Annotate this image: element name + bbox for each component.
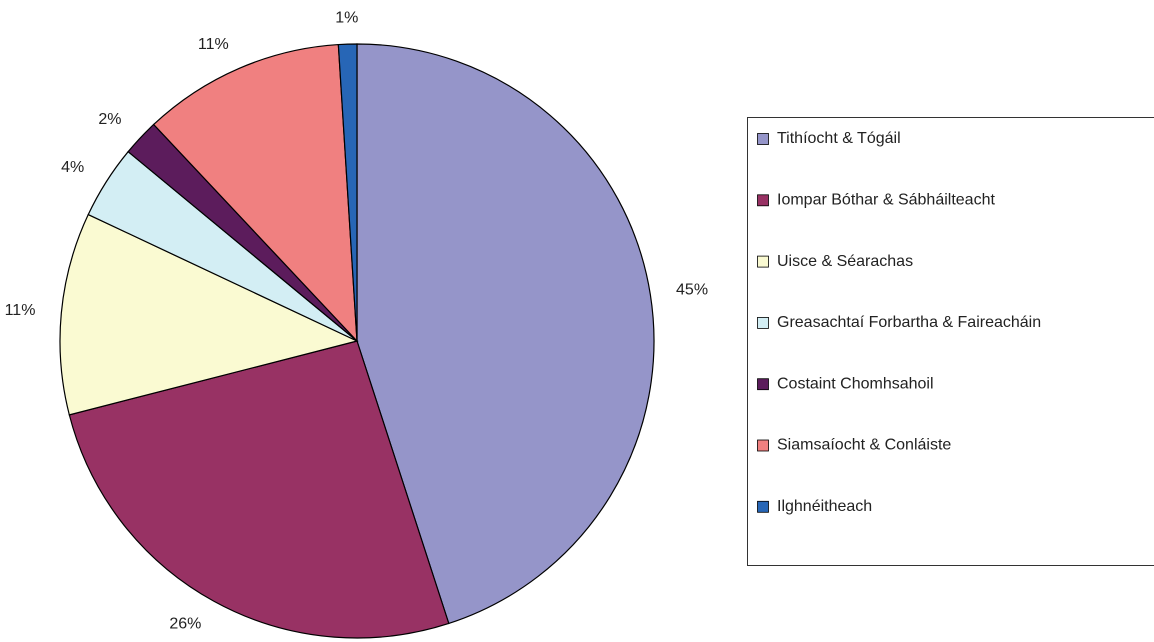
pie-slice [59, 213, 359, 416]
slice-label: 11% [5, 302, 36, 319]
legend-label: Tithíocht & Tógáil [777, 130, 901, 147]
pie-slice [337, 43, 358, 342]
slice-label: 45% [676, 282, 708, 299]
legend-label: Siamsaíocht & Conláiste [777, 437, 951, 454]
legend-label: Ilghnéitheach [777, 498, 872, 515]
legend-label: Uisce & Séarachas [777, 253, 913, 270]
legend-swatch [757, 133, 769, 145]
legend-swatch [757, 378, 769, 391]
slice-label: 26% [169, 615, 201, 632]
legend-label: Iompar Bóthar & Sábháilteacht [777, 192, 995, 209]
legend-swatch [757, 439, 769, 452]
pie-slice [68, 340, 450, 639]
legend-label: Costaint Chomhsahoil [777, 375, 934, 392]
legend-swatch [757, 194, 769, 207]
legend-swatch [757, 255, 769, 268]
legend-box [747, 117, 1154, 566]
legend-swatch [757, 316, 769, 329]
pie-slice [152, 43, 358, 343]
slice-label: 1% [335, 9, 358, 26]
pie-slice [356, 43, 655, 625]
slice-label: 2% [98, 111, 121, 128]
legend-label: Greasachtaí Forbartha & Faireacháin [777, 314, 1041, 331]
slice-label: 4% [61, 159, 84, 176]
slice-label: 11% [198, 36, 229, 53]
legend-swatch [757, 500, 769, 513]
